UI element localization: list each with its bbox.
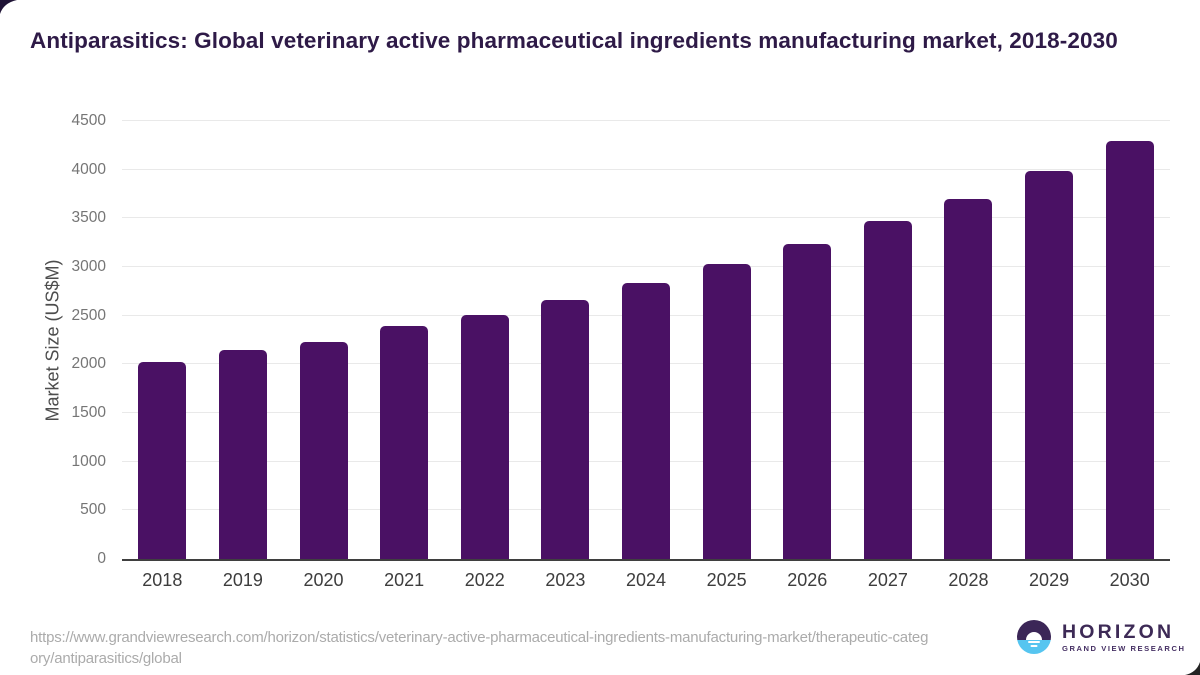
- x-tick-label-2029: 2029: [1029, 570, 1070, 590]
- corner-decoration-bottom-right-icon: [1185, 662, 1200, 675]
- gridline-3500: [122, 217, 1170, 219]
- x-tick-label-2025: 2025: [706, 570, 747, 590]
- bar-2023: [541, 300, 590, 559]
- logo-sky: [1017, 620, 1051, 641]
- source-url-line-2: eutic-category/antiparasitics/global: [30, 629, 929, 667]
- x-tick-label-2022: 2022: [464, 570, 505, 590]
- y-tick-label-2000: 2000: [71, 355, 106, 373]
- logo-wave-icon: [1028, 641, 1040, 644]
- x-tick-label-2030: 2030: [1109, 570, 1150, 590]
- y-tick-label-1500: 1500: [71, 404, 106, 421]
- bar-2022: [460, 314, 509, 559]
- x-tick-label-2018: 2018: [142, 570, 183, 590]
- x-tick-label-2020: 2020: [303, 570, 344, 590]
- logo-wave-icon: [1030, 645, 1038, 648]
- x-tick-label-2019: 2019: [222, 570, 263, 590]
- bar-2018: [138, 362, 187, 559]
- source-url: https://www.grandviewresearch.com/horizo…: [30, 627, 935, 669]
- source-url-line-1: https://www.grandviewresearch.com/horizo…: [30, 629, 858, 646]
- page-title: Antiparasitics: Global veterinary active…: [30, 28, 1118, 53]
- corner-decoration-top-left-icon: [0, 0, 17, 14]
- bar-2029: [1025, 170, 1074, 559]
- bar-2020: [299, 341, 348, 559]
- logo-tagline: GRAND VIEW RESEARCH: [1062, 643, 1186, 653]
- plot-area: [122, 120, 1170, 561]
- y-tick-label-500: 500: [80, 501, 106, 519]
- bar-2028: [944, 198, 993, 559]
- logo-sun-icon: [1026, 632, 1042, 641]
- bar-2025: [702, 264, 751, 559]
- bar-2021: [380, 326, 429, 559]
- x-tick-label-2024: 2024: [625, 570, 667, 590]
- x-tick-label-2021: 2021: [384, 570, 425, 590]
- y-tick-label-4500: 4500: [71, 112, 106, 129]
- bar-2030: [1105, 140, 1154, 559]
- y-tick-label-4000: 4000: [71, 160, 106, 178]
- logo-text: HORIZON GRAND VIEW RESEARCH: [1062, 622, 1186, 653]
- y-tick-label-2500: 2500: [71, 306, 106, 324]
- gridline-4000: [122, 168, 1170, 170]
- y-tick-label-0: 0: [97, 550, 106, 567]
- horizon-logo: HORIZON GRAND VIEW RESEARCH: [1017, 620, 1186, 654]
- x-tick-label-2026: 2026: [787, 570, 828, 590]
- y-tick-label-1000: 1000: [71, 452, 106, 470]
- bar-2019: [218, 349, 267, 559]
- x-tick-label-2028: 2028: [948, 570, 989, 590]
- gridline-3000: [122, 266, 1170, 267]
- logo-name: HORIZON: [1062, 620, 1175, 643]
- x-tick-label-2027: 2027: [867, 570, 908, 590]
- horizon-logo-icon: [1017, 620, 1051, 654]
- bar-2027: [863, 221, 912, 559]
- bar-2024: [622, 282, 670, 559]
- x-tick-label-2023: 2023: [545, 570, 586, 590]
- y-tick-label-3000: 3000: [71, 258, 106, 275]
- bar-2026: [783, 243, 832, 559]
- gridline-4500: [122, 120, 1170, 121]
- y-tick-label-3500: 3500: [71, 209, 106, 227]
